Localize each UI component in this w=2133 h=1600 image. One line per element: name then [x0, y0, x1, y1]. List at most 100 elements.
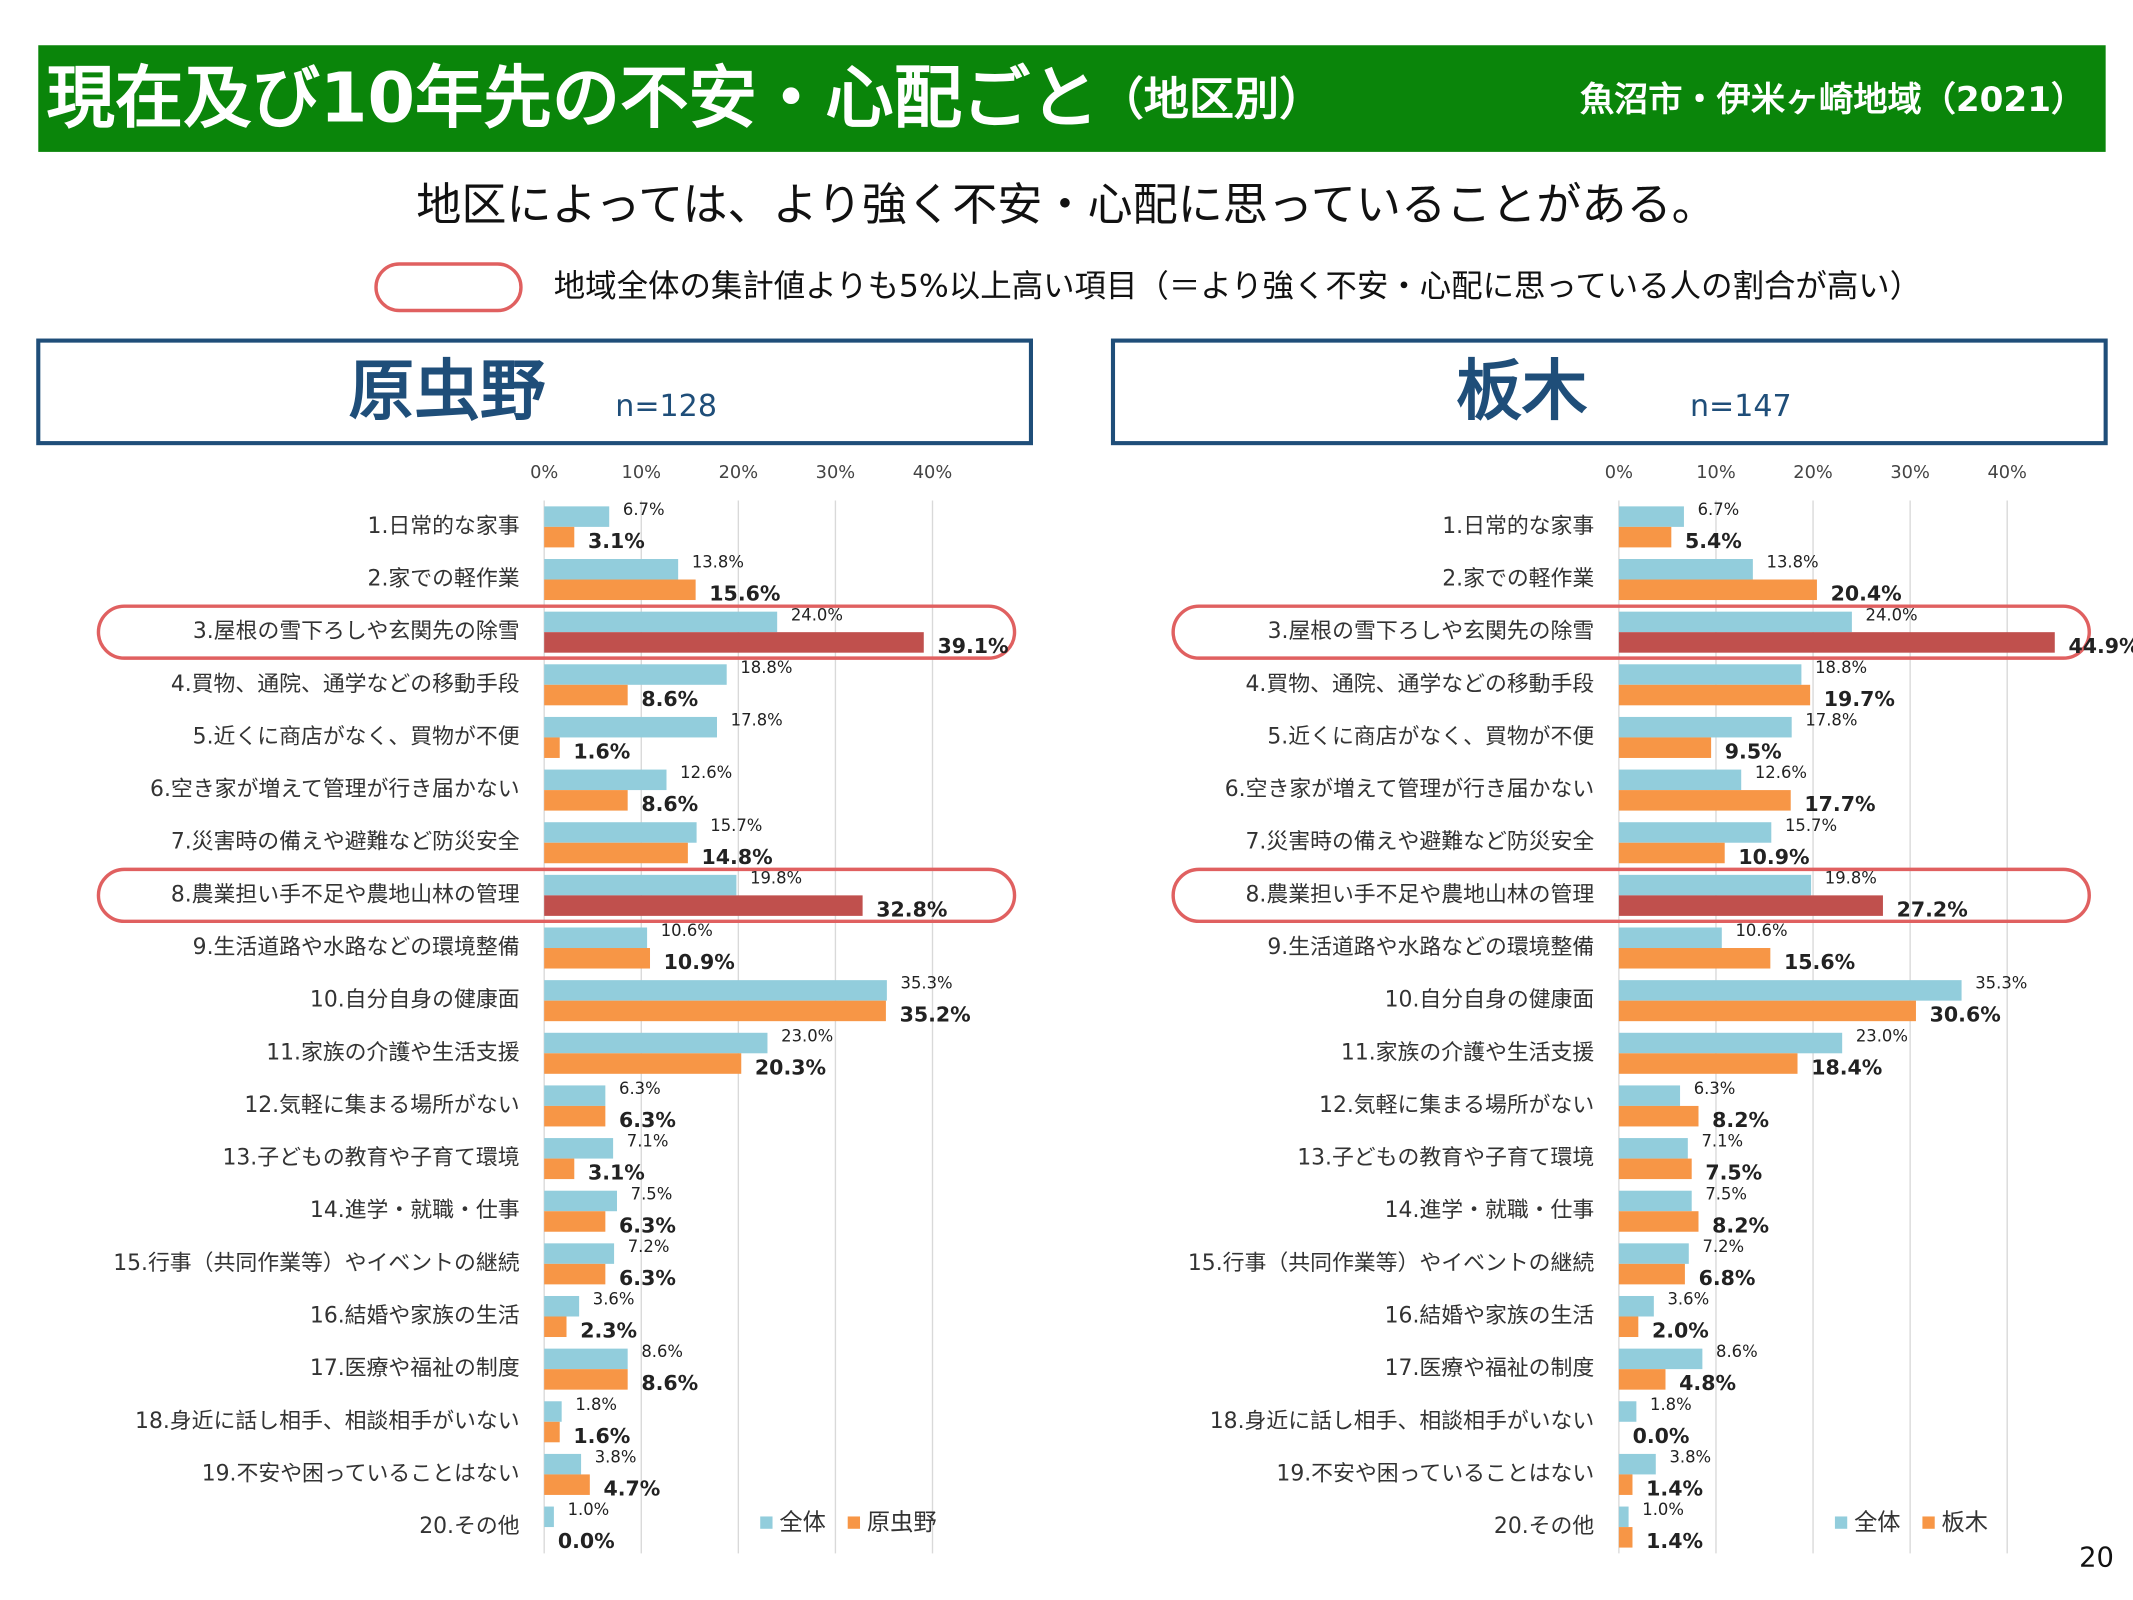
category-label: 3.屋根の雪下ろしや玄関先の除雪 [193, 619, 520, 644]
district-value-label: 2.3% [580, 1319, 637, 1343]
panel-title: 原虫野 [349, 353, 546, 429]
bar [544, 1348, 628, 1370]
bar [1618, 611, 1852, 633]
category-label: 17.医療や福祉の制度 [310, 1356, 520, 1381]
bar [1618, 822, 1772, 843]
district-value-label: 8.6% [641, 792, 698, 816]
district-value-label: 2.0% [1652, 1319, 1709, 1343]
bar [1618, 579, 1817, 601]
bar [544, 1316, 567, 1338]
x-tick-label: 10% [622, 463, 662, 483]
highlight-outline [96, 604, 1017, 660]
category-label: 9.生活道路や水路などの環境整備 [1267, 935, 1594, 960]
legend-highlight-symbol [374, 262, 523, 313]
legend-swatch [1922, 1516, 1935, 1529]
bar [544, 1190, 617, 1212]
overall-value-label: 7.5% [1705, 1184, 1747, 1203]
legend-label: 原虫野 [867, 1509, 937, 1536]
bar [544, 769, 667, 791]
district-value-label: 8.6% [641, 687, 698, 711]
bar [544, 1032, 768, 1054]
overall-value-label: 13.8% [692, 553, 744, 572]
bar [544, 874, 737, 896]
district-value-label: 6.3% [619, 1266, 676, 1290]
bar [1618, 948, 1771, 969]
header-region: 魚沼市・伊米ヶ崎地域（2021） [1580, 80, 2085, 120]
district-value-label: 0.0% [1633, 1424, 1690, 1448]
legend-label: 全体 [779, 1509, 825, 1536]
district-value-label: 17.7% [1804, 792, 1875, 816]
overall-value-label: 23.0% [1856, 1026, 1908, 1045]
bar [1618, 1138, 1688, 1159]
page-number: 20 [2079, 1542, 2114, 1573]
category-label: 5.近くに商店がなく、買物が不便 [1267, 724, 1594, 749]
bar [544, 684, 628, 706]
category-label: 4.買物、通院、通学などの移動手段 [171, 672, 520, 697]
bar [1618, 895, 1883, 916]
bar [1618, 1190, 1692, 1212]
bar [1618, 1369, 1666, 1390]
bar [544, 1000, 886, 1022]
bar [1618, 1000, 1916, 1022]
overall-value-label: 3.6% [593, 1290, 635, 1309]
bar [544, 822, 697, 843]
bar [544, 842, 688, 864]
x-tick-label: 0% [1605, 463, 1633, 483]
bar [544, 1053, 742, 1074]
bar [1618, 716, 1792, 738]
bar [544, 1295, 580, 1317]
bar [1618, 1085, 1681, 1106]
bar [1618, 1295, 1654, 1317]
bar [1618, 526, 1672, 548]
overall-value-label: 17.8% [731, 711, 783, 730]
bar [1618, 1316, 1639, 1338]
category-label: 9.生活道路や水路などの環境整備 [193, 935, 520, 960]
category-label: 6.空き家が増えて管理が行き届かない [150, 777, 520, 802]
category-label: 15.行事（共同作業等）やイベントの継続 [1188, 1251, 1595, 1276]
category-label: 15.行事（共同作業等）やイベントの継続 [113, 1251, 520, 1276]
overall-value-label: 8.6% [1716, 1342, 1758, 1361]
bar [544, 1243, 615, 1264]
district-value-label: 15.6% [1784, 950, 1855, 974]
x-tick-label: 30% [1890, 463, 1930, 483]
overall-value-label: 19.8% [1825, 868, 1877, 887]
overall-value-label: 1.8% [575, 1395, 617, 1414]
category-label: 7.災害時の備えや避難など防災安全 [1246, 830, 1595, 855]
district-value-label: 1.6% [573, 1424, 630, 1448]
district-value-label: 5.4% [1685, 529, 1742, 553]
category-label: 1.日常的な家事 [1442, 514, 1594, 539]
title-suffix: （地区別） [1099, 73, 1325, 126]
district-value-label: 3.1% [588, 1161, 645, 1185]
overall-value-label: 10.6% [1735, 921, 1787, 940]
bar [544, 895, 863, 916]
category-label: 19.不安や困っていることはない [1276, 1461, 1594, 1486]
bar [1618, 980, 1962, 1001]
category-label: 8.農業担い手不足や農地山林の管理 [171, 882, 520, 907]
district-value-label: 8.6% [641, 1371, 698, 1395]
overall-value-label: 6.3% [1694, 1079, 1736, 1098]
category-label: 2.家での軽作業 [368, 567, 520, 592]
overall-value-label: 35.3% [1975, 974, 2027, 993]
message: 地区によっては、より強く不安・心配に思っていることがある。 [416, 178, 1717, 231]
category-label: 10.自分自身の健康面 [310, 988, 520, 1013]
legend-label: 全体 [1854, 1509, 1900, 1536]
district-value-label: 4.8% [1679, 1371, 1736, 1395]
bar [544, 737, 560, 758]
bar [544, 1369, 628, 1390]
overall-value-label: 35.3% [901, 974, 953, 993]
category-label: 19.不安や困っていることはない [202, 1461, 520, 1486]
legend-note: 地域全体の集計値よりも5%以上高い項目（＝より強く不安・心配に思っている人の割合… [554, 268, 1921, 304]
district-value-label: 19.7% [1824, 687, 1895, 711]
bar [1618, 790, 1791, 811]
overall-value-label: 24.0% [791, 605, 843, 624]
category-label: 12.気軽に集まる場所がない [1319, 1093, 1594, 1118]
header-title: 現在及び10年先の不安・心配ごと（地区別） [46, 59, 1324, 138]
bar [544, 664, 727, 685]
overall-value-label: 13.8% [1767, 553, 1819, 572]
bar [544, 1506, 554, 1528]
category-label: 5.近くに商店がなく、買物が不便 [193, 724, 520, 749]
overall-value-label: 18.8% [740, 658, 792, 677]
category-label: 16.結婚や家族の生活 [1385, 1304, 1595, 1329]
district-value-label: 18.4% [1811, 1055, 1882, 1079]
